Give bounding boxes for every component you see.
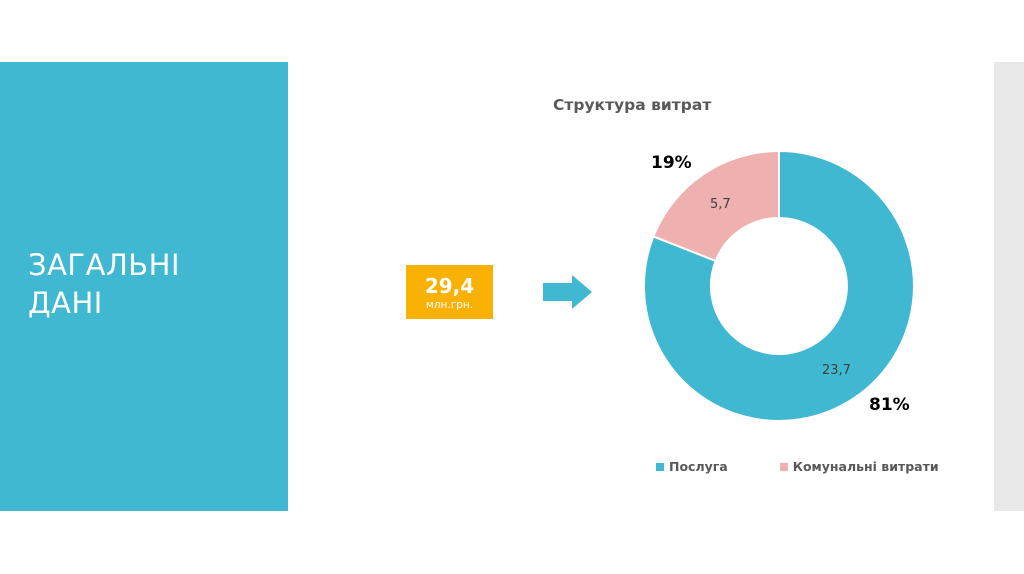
total-box: 29,4 млн.грн. — [406, 265, 493, 319]
percent-label-komunalni: 19% — [651, 153, 692, 173]
chart-title: Структура витрат — [553, 96, 712, 114]
value-label-komunalni: 5,7 — [710, 197, 731, 212]
legend-item-posluha[interactable]: Послуга — [656, 459, 728, 474]
side-bar — [994, 62, 1024, 511]
chart-legend: Послуга Комунальні витрати — [656, 459, 939, 474]
legend-swatch-icon — [656, 462, 664, 471]
percent-label-posluha: 81% — [869, 395, 910, 415]
legend-label: Послуга — [669, 459, 728, 474]
slide-title: ЗАГАЛЬНІ ДАНІ — [28, 248, 181, 320]
slice-posluha[interactable] — [642, 149, 915, 422]
legend-swatch-icon — [779, 462, 788, 471]
total-value: 29,4 — [424, 274, 475, 298]
total-unit: млн.грн. — [425, 299, 474, 311]
legend-label: Комунальні витрати — [792, 459, 939, 474]
title-panel — [0, 62, 288, 511]
value-label-posluha: 23,7 — [822, 363, 851, 378]
legend-item-komunalni[interactable]: Комунальні витрати — [779, 459, 939, 474]
slice-komunalni[interactable] — [652, 149, 780, 263]
right-arrow-icon — [543, 275, 592, 309]
